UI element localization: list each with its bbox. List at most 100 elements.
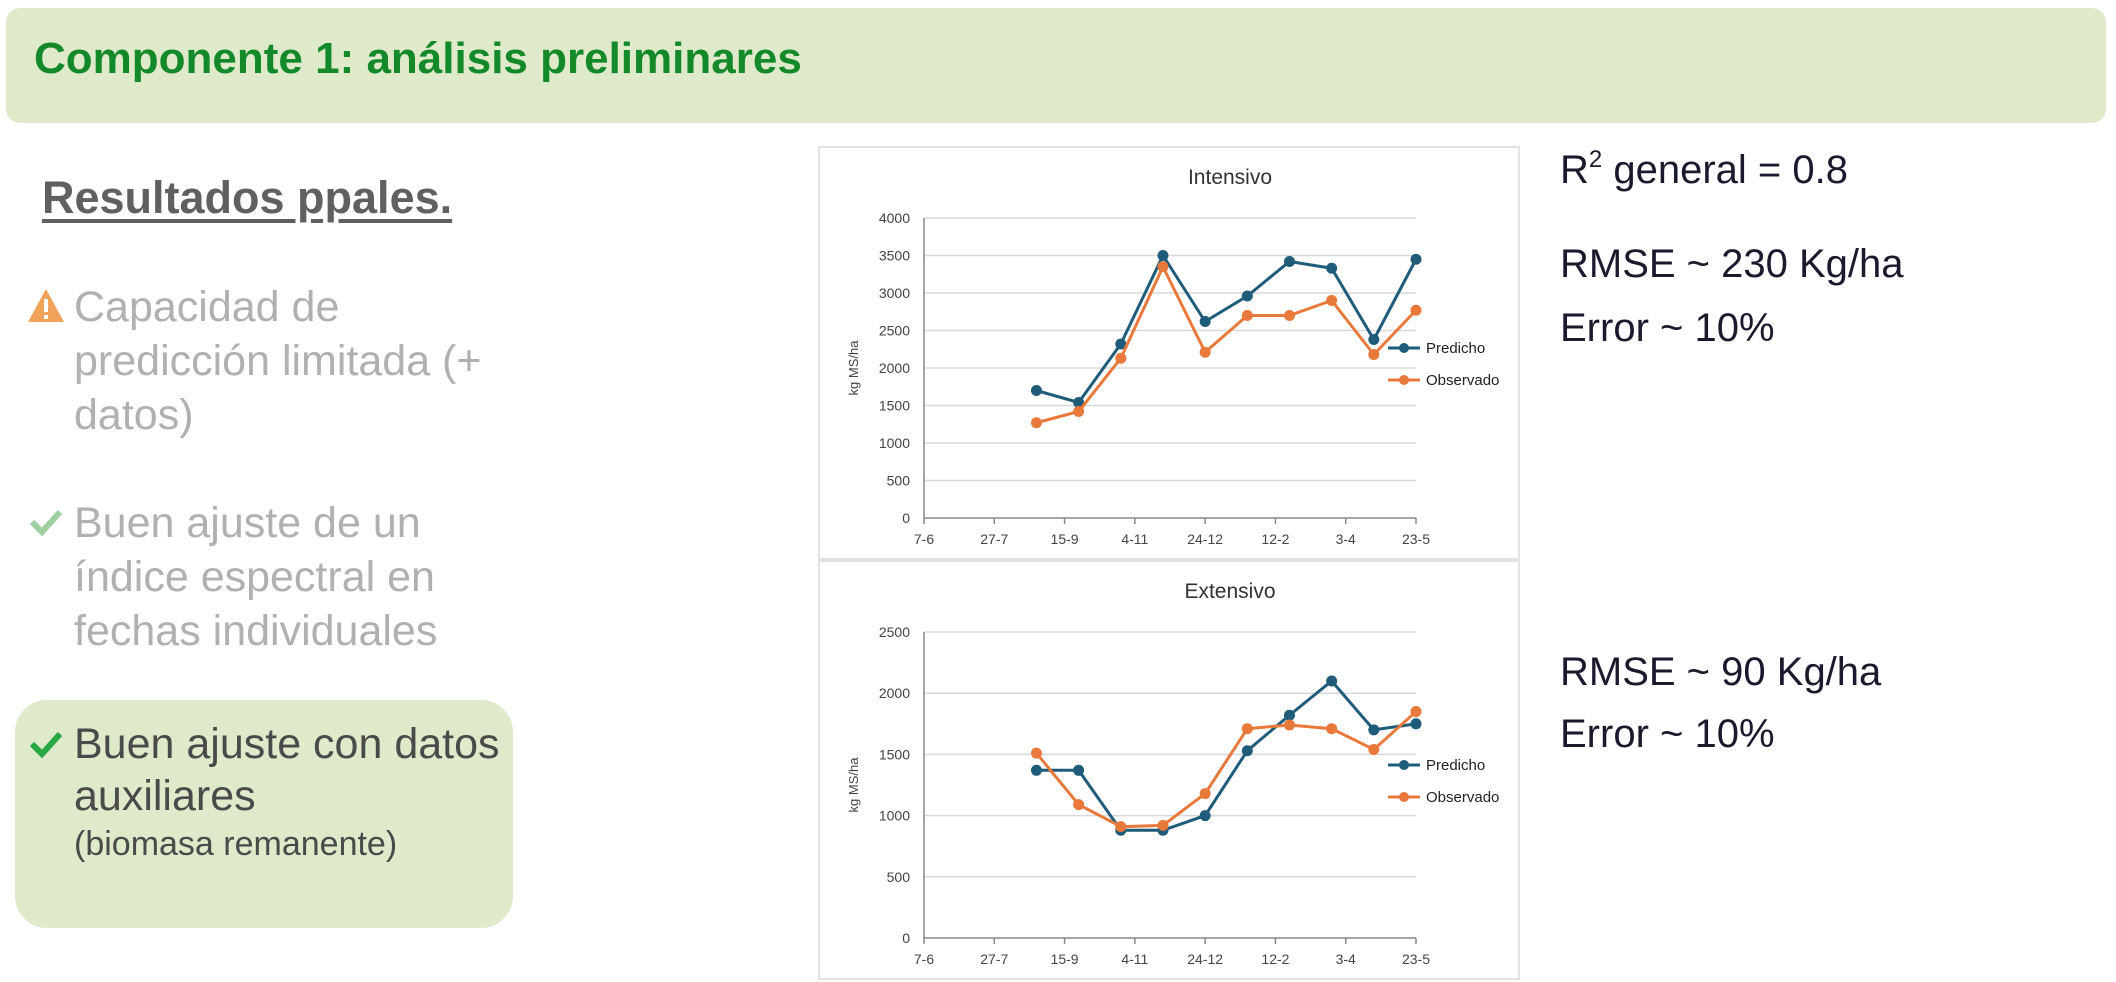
y-tick-label: 3500 <box>879 248 910 264</box>
data-point <box>1199 316 1211 327</box>
chart-title: Intensivo <box>1188 166 1272 189</box>
r2-letter: R <box>1560 148 1589 192</box>
legend-marker <box>1399 343 1409 353</box>
y-tick-label: 0 <box>902 930 910 946</box>
y-axis-label: kg MS/ha <box>846 340 861 396</box>
chart-extensivo-svg: Extensivo 0 500 1000 1500 2000 2500 7-6 27-7 15-9… <box>846 580 1499 967</box>
r2-stat: R2 general = 0.8 <box>1560 146 1848 193</box>
check-icon <box>26 724 66 764</box>
x-tick-label: 15-9 <box>1051 951 1079 967</box>
data-point <box>1410 304 1422 316</box>
data-point <box>1410 706 1422 718</box>
check-icon <box>26 502 66 542</box>
data-point <box>1115 338 1127 350</box>
data-point <box>1073 799 1085 811</box>
x-tick-label: 3-4 <box>1336 531 1356 547</box>
y-tick-label: 500 <box>887 473 911 489</box>
x-tick-label: 23-5 <box>1402 531 1430 547</box>
series-line-observado <box>1035 710 1418 829</box>
chart-title: Extensivo <box>1184 580 1275 603</box>
x-tick-label: 15-9 <box>1051 531 1079 547</box>
legend-label: Observado <box>1426 789 1499 806</box>
slide-header: Componente 1: análisis preliminares <box>6 8 2106 123</box>
y-tick-label: 3000 <box>879 285 910 301</box>
x-tick-label: 7-6 <box>914 531 934 547</box>
chart-intensivo-svg: Intensivo 0 500 1000 1500 2000 2500 3000 3500 400… <box>846 166 1499 547</box>
y-tick-label: 500 <box>887 869 911 885</box>
data-point <box>1326 262 1338 274</box>
y-axis-label: kg MS/ha <box>846 757 861 813</box>
y-tick-label: 1000 <box>879 435 910 451</box>
data-point <box>1115 821 1127 833</box>
bullet-text: Buen ajuste de un índice espectral en fe… <box>74 499 438 655</box>
data-point <box>1368 724 1380 736</box>
section-title: Resultados ppales. <box>42 172 453 223</box>
error-intensivo: Error ~ 10% <box>1560 306 1775 350</box>
r2-superscript: 2 <box>1588 146 1603 173</box>
x-tick-label: 27-7 <box>980 951 1008 967</box>
series-line-observado <box>1036 263 1418 425</box>
series-line-predicho <box>1036 252 1418 405</box>
bullet-main-text: Buen ajuste con datos auxiliares <box>74 720 500 820</box>
y-tick-label: 2500 <box>879 624 910 640</box>
data-point <box>1410 253 1422 265</box>
y-tick-label: 2500 <box>879 323 910 339</box>
data-point <box>1241 723 1253 735</box>
r2-value: general = 0.8 <box>1602 148 1848 192</box>
data-point <box>1241 290 1253 302</box>
legend-label: Predicho <box>1426 757 1485 774</box>
data-point <box>1410 718 1422 730</box>
data-point <box>1073 397 1085 408</box>
data-point <box>1157 261 1169 273</box>
x-tick-label: 3-4 <box>1336 951 1356 967</box>
y-tick-label: 1500 <box>879 398 910 414</box>
data-point <box>1199 810 1211 822</box>
x-tick-label: 4-11 <box>1121 531 1148 547</box>
data-point <box>1199 346 1211 358</box>
x-tick-label: 27-7 <box>980 531 1008 547</box>
legend-marker <box>1399 792 1409 802</box>
data-point <box>1326 675 1338 687</box>
bullet-subtext: (biomasa remanente) <box>74 825 398 863</box>
chart-extensivo: Extensivo 0 500 1000 1500 2000 2500 7-6 27-7 15-9… <box>818 560 1520 980</box>
x-tick-label: 4-11 <box>1121 951 1148 967</box>
y-tick-label: 2000 <box>879 685 910 701</box>
data-point <box>1368 744 1380 756</box>
error-extensivo: Error ~ 10% <box>1560 712 1775 756</box>
legend-label: Observado <box>1426 372 1499 389</box>
x-tick-label: 24-12 <box>1187 951 1223 967</box>
x-tick-label: 12-2 <box>1261 531 1289 547</box>
slide-title: Componente 1: análisis preliminares <box>34 34 802 83</box>
series-line-predicho <box>1036 678 1417 832</box>
data-point <box>1157 819 1169 831</box>
legend-label: Predicho <box>1426 340 1485 357</box>
x-tick-label: 24-12 <box>1187 531 1223 547</box>
data-point <box>1030 385 1042 396</box>
data-point <box>1199 788 1211 800</box>
highlight-box <box>15 700 513 928</box>
y-tick-label: 4000 <box>879 210 910 226</box>
data-point <box>1073 406 1085 417</box>
y-tick-label: 1500 <box>879 746 910 762</box>
data-point <box>1368 334 1380 345</box>
data-point <box>1283 310 1295 321</box>
warning-icon <box>26 286 66 326</box>
y-tick-label: 1000 <box>879 808 910 824</box>
y-tick-label: 2000 <box>879 360 910 376</box>
x-tick-label: 23-5 <box>1402 951 1430 967</box>
x-tick-label: 7-6 <box>914 951 934 967</box>
rmse-extensivo: RMSE ~ 90 Kg/ha <box>1560 650 1882 694</box>
data-point <box>1030 764 1042 776</box>
data-point <box>1368 349 1380 360</box>
x-tick-label: 12-2 <box>1261 951 1289 967</box>
data-point <box>1115 352 1127 364</box>
data-point <box>1283 719 1295 731</box>
bullet-text: Buen ajuste con datos auxiliares (biomas… <box>74 718 514 866</box>
rmse-intensivo: RMSE ~ 230 Kg/ha <box>1560 242 1904 286</box>
data-point <box>1283 256 1295 267</box>
data-point <box>1283 709 1295 721</box>
legend-marker <box>1399 375 1409 385</box>
data-point <box>1073 764 1085 776</box>
data-point <box>1241 310 1253 321</box>
data-point <box>1030 747 1042 759</box>
